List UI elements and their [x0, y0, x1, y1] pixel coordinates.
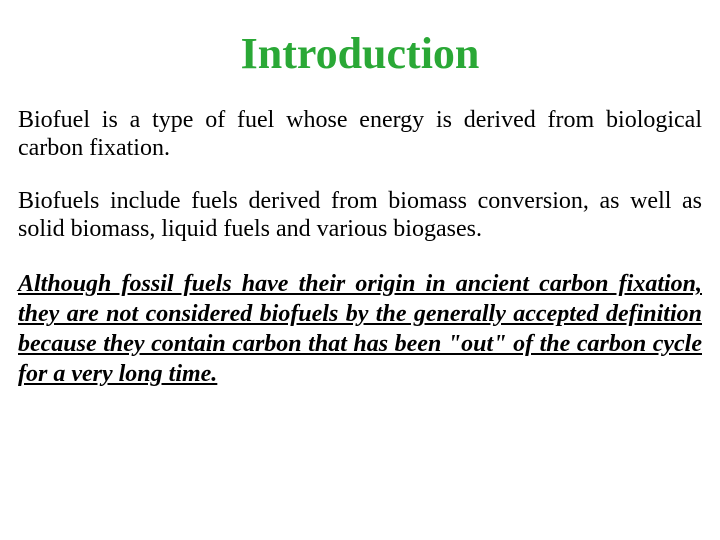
paragraph-3-emphasis: Although fossil fuels have their origin … — [18, 269, 702, 389]
paragraph-2: Biofuels include fuels derived from biom… — [18, 188, 702, 243]
paragraph-1: Biofuel is a type of fuel whose energy i… — [18, 107, 702, 162]
slide-title: Introduction — [18, 28, 702, 79]
